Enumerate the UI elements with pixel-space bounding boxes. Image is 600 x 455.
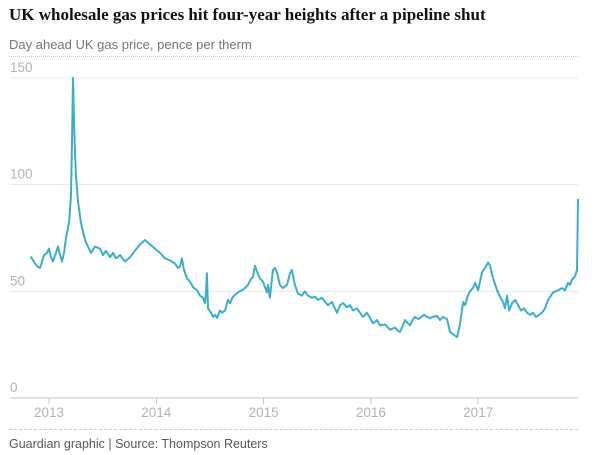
y-tick-label: 50 <box>10 273 25 288</box>
top-dotted-rule <box>9 56 578 57</box>
y-tick-label: 0 <box>10 380 18 395</box>
y-tick-label: 100 <box>10 167 33 182</box>
chart-subtitle: Day ahead UK gas price, pence per therm <box>9 37 252 52</box>
y-tick-label: 150 <box>10 60 33 75</box>
x-tick-label: 2016 <box>356 405 386 420</box>
footer-divider <box>9 429 578 430</box>
source-credit: Guardian graphic | Source: Thompson Reut… <box>9 437 268 451</box>
x-tick-label: 2013 <box>34 405 64 420</box>
page-title: UK wholesale gas prices hit four-year he… <box>9 5 486 24</box>
x-tick-label: 2014 <box>141 405 172 420</box>
x-tick-label: 2017 <box>463 405 493 420</box>
x-tick-label: 2015 <box>249 405 279 420</box>
price-line <box>30 77 579 339</box>
